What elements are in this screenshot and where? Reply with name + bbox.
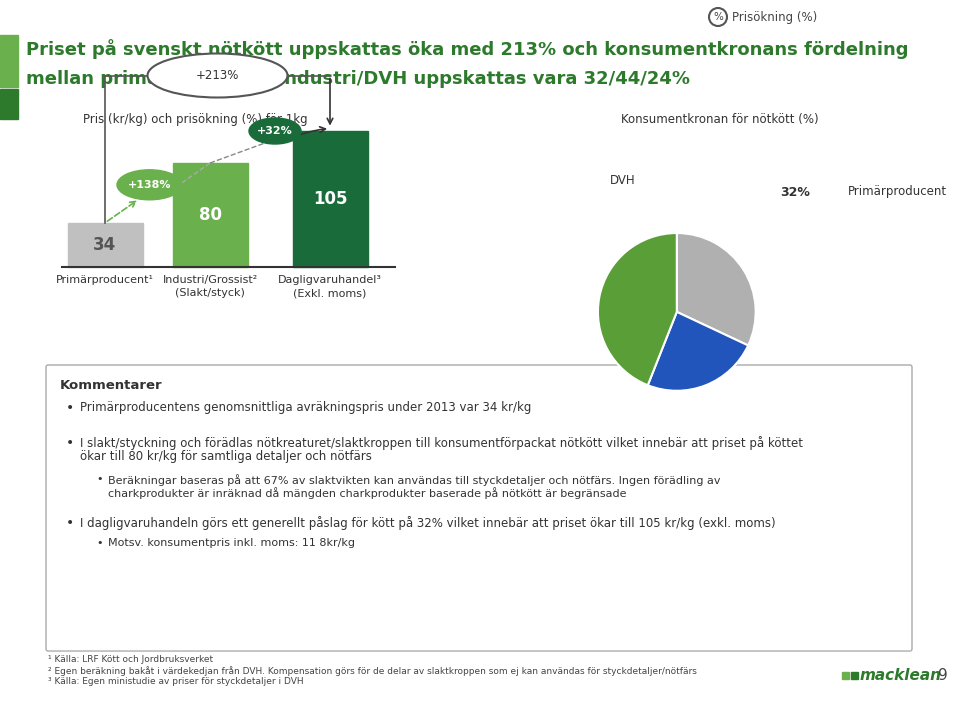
Bar xyxy=(293,130,368,267)
Ellipse shape xyxy=(117,170,182,200)
Ellipse shape xyxy=(148,54,287,98)
Text: ökar till 80 kr/kg för samtliga detaljer och nötfärs: ökar till 80 kr/kg för samtliga detaljer… xyxy=(80,450,372,463)
Text: Kommentarer: Kommentarer xyxy=(60,379,162,392)
Text: 9: 9 xyxy=(938,668,948,683)
Text: +138%: +138% xyxy=(128,180,171,190)
Circle shape xyxy=(709,8,727,26)
Bar xyxy=(851,672,858,679)
Text: Dagligvaruhandel³: Dagligvaruhandel³ xyxy=(278,275,382,285)
Text: •: • xyxy=(96,474,103,484)
Bar xyxy=(173,163,248,267)
Text: Industri/Grossist²: Industri/Grossist² xyxy=(162,275,257,285)
Text: I dagligvaruhandeln görs ett generellt påslag för kött på 32% vilket innebär att: I dagligvaruhandeln görs ett generellt p… xyxy=(80,516,776,530)
Wedge shape xyxy=(598,233,677,385)
Text: Pris (kr/kg) och prisökning (%) för 1kg: Pris (kr/kg) och prisökning (%) för 1kg xyxy=(83,113,307,125)
Text: Konsumentkronan för nötkött (%): Konsumentkronan för nötkött (%) xyxy=(621,113,819,125)
Text: DVH: DVH xyxy=(610,174,636,188)
Text: ¹ Källa: LRF Kött och Jordbruksverket: ¹ Källa: LRF Kött och Jordbruksverket xyxy=(48,655,213,664)
Text: %: % xyxy=(713,12,723,22)
Text: Primärproducentens genomsnittliga avräkningspris under 2013 var 34 kr/kg: Primärproducentens genomsnittliga avräkn… xyxy=(80,401,532,414)
Wedge shape xyxy=(677,233,756,346)
Text: macklean: macklean xyxy=(860,668,942,683)
Text: Beräkningar baseras på att 67% av slaktvikten kan användas till styckdetaljer oc: Beräkningar baseras på att 67% av slaktv… xyxy=(108,474,721,486)
Text: Prisökning (%): Prisökning (%) xyxy=(732,11,817,24)
Ellipse shape xyxy=(249,118,301,144)
Text: Primärproducent: Primärproducent xyxy=(848,186,948,199)
Wedge shape xyxy=(648,312,748,391)
Text: 44%: 44% xyxy=(704,255,736,269)
Bar xyxy=(842,672,849,679)
Bar xyxy=(67,223,142,267)
Text: (Slakt/styck): (Slakt/styck) xyxy=(666,314,740,327)
Text: •: • xyxy=(66,401,74,415)
Text: 34: 34 xyxy=(93,236,116,254)
Text: ² Egen beräkning bakåt i värdekedjan från DVH. Kompensation görs för de delar av: ² Egen beräkning bakåt i värdekedjan frå… xyxy=(48,666,697,676)
Text: •: • xyxy=(66,436,74,450)
Text: 24%: 24% xyxy=(620,194,650,207)
Text: •: • xyxy=(66,516,74,530)
Text: •: • xyxy=(96,538,103,548)
Bar xyxy=(0,89,18,119)
FancyBboxPatch shape xyxy=(46,365,912,651)
Text: ³ Källa: Egen ministudie av priser för styckdetaljer i DVH: ³ Källa: Egen ministudie av priser för s… xyxy=(48,677,303,686)
Text: Motsv. konsumentpris inkl. moms: 11 8kr/kg: Motsv. konsumentpris inkl. moms: 11 8kr/… xyxy=(108,538,355,548)
Text: mellan primärproducent/industri/DVH uppskattas vara 32/44/24%: mellan primärproducent/industri/DVH upps… xyxy=(26,70,690,88)
Text: (Exkl. moms): (Exkl. moms) xyxy=(294,288,367,298)
Text: I slakt/styckning och förädlas nötkreaturet/slaktkroppen till konsumentförpackat: I slakt/styckning och förädlas nötkreatu… xyxy=(80,436,803,450)
Text: +32%: +32% xyxy=(257,126,293,136)
Text: Priset på svenskt nötkött uppskattas öka med 213% och konsumentkronans fördelnin: Priset på svenskt nötkött uppskattas öka… xyxy=(26,39,908,59)
Text: Industri/Grossist: Industri/Grossist xyxy=(655,300,752,313)
Text: 105: 105 xyxy=(313,190,348,208)
Text: +213%: +213% xyxy=(196,69,239,82)
Bar xyxy=(0,35,18,87)
Text: (Slakt/styck): (Slakt/styck) xyxy=(175,288,245,298)
Text: 80: 80 xyxy=(199,206,222,224)
Text: 32%: 32% xyxy=(780,186,810,199)
Text: charkprodukter är inräknad då mängden charkprodukter baserade på nötkött är begr: charkprodukter är inräknad då mängden ch… xyxy=(108,487,627,499)
Text: Primärproducent¹: Primärproducent¹ xyxy=(56,275,154,285)
